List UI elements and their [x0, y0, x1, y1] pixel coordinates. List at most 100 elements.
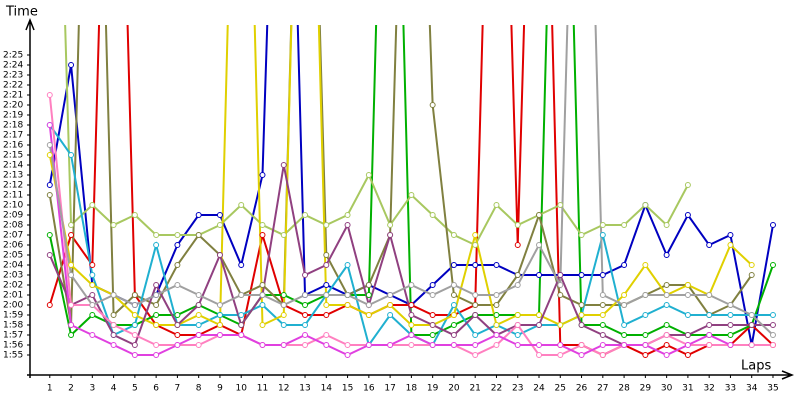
- x-tick-label: 4: [111, 384, 117, 394]
- data-point: [429, 292, 436, 298]
- data-point: [684, 332, 691, 338]
- x-tick-label: 31: [682, 384, 693, 394]
- data-point: [323, 342, 330, 348]
- data-point: [259, 322, 266, 328]
- data-point: [46, 192, 53, 198]
- data-point: [280, 232, 287, 238]
- data-point: [727, 312, 734, 318]
- data-point: [621, 342, 628, 348]
- y-tick-label: 2:21: [3, 91, 23, 101]
- data-point: [493, 292, 500, 298]
- data-point: [302, 272, 309, 278]
- data-point: [302, 322, 309, 328]
- data-point: [153, 352, 160, 358]
- data-point: [536, 212, 543, 218]
- data-point: [727, 342, 734, 348]
- data-point: [195, 212, 202, 218]
- data-point: [642, 352, 649, 358]
- data-point: [344, 302, 351, 308]
- data-point: [663, 222, 670, 228]
- x-tick-label: 19: [427, 384, 439, 394]
- data-point: [195, 292, 202, 298]
- data-point: [557, 292, 564, 298]
- data-point: [153, 232, 160, 238]
- data-point: [89, 262, 96, 268]
- data-point: [429, 342, 436, 348]
- x-tick-label: 7: [175, 384, 181, 394]
- data-point: [68, 222, 75, 228]
- y-tick-label: 1:58: [3, 321, 23, 331]
- data-point: [429, 322, 436, 328]
- data-point: [578, 322, 585, 328]
- y-tick-label: 2:22: [3, 81, 23, 91]
- data-point: [642, 262, 649, 268]
- y-tick-label: 2:03: [3, 271, 23, 281]
- data-point: [472, 242, 479, 248]
- data-point: [514, 242, 521, 248]
- data-point: [536, 322, 543, 328]
- y-tick-label: 2:07: [3, 231, 23, 241]
- y-tick-label: 2:24: [3, 61, 23, 71]
- data-point: [365, 292, 372, 298]
- data-point: [131, 302, 138, 308]
- data-point: [578, 352, 585, 358]
- data-point: [110, 332, 117, 338]
- y-tick-label: 2:23: [3, 71, 23, 81]
- data-point: [280, 342, 287, 348]
- data-point: [131, 352, 138, 358]
- x-axis: [27, 370, 795, 380]
- data-point: [153, 242, 160, 248]
- y-tick-label: 2:14: [3, 161, 23, 171]
- y-tick-label: 2:10: [3, 201, 23, 211]
- data-point: [89, 312, 96, 318]
- data-point: [110, 292, 117, 298]
- data-point: [578, 302, 585, 308]
- data-point: [578, 232, 585, 238]
- x-tick-label: 17: [384, 384, 395, 394]
- data-point: [344, 342, 351, 348]
- x-tick-label: 16: [363, 384, 375, 394]
- data-point: [131, 212, 138, 218]
- data-point: [387, 302, 394, 308]
- data-point: [663, 252, 670, 258]
- y-tick-label: 2:06: [3, 241, 23, 251]
- data-point: [706, 332, 713, 338]
- data-point: [621, 222, 628, 228]
- data-point: [408, 342, 415, 348]
- data-point: [216, 322, 223, 328]
- data-point: [408, 312, 415, 318]
- data-point: [365, 172, 372, 178]
- data-point: [727, 322, 734, 328]
- data-point: [68, 272, 75, 278]
- data-point: [450, 292, 457, 298]
- data-point: [280, 162, 287, 168]
- data-point: [769, 332, 776, 338]
- data-point: [68, 152, 75, 158]
- data-point: [727, 232, 734, 238]
- data-point: [493, 302, 500, 308]
- data-point: [769, 312, 776, 318]
- data-point: [89, 332, 96, 338]
- x-axis-title: Laps: [741, 359, 771, 374]
- data-point: [323, 262, 330, 268]
- y-tick-label: 2:02: [3, 281, 23, 291]
- data-point: [769, 222, 776, 228]
- data-point: [259, 222, 266, 228]
- data-point: [68, 322, 75, 328]
- data-point: [195, 342, 202, 348]
- series-line: [48, 25, 753, 327]
- data-point: [769, 342, 776, 348]
- x-tick-label: 30: [661, 384, 673, 394]
- data-point: [578, 272, 585, 278]
- data-point: [450, 302, 457, 308]
- x-tick-label: 9: [217, 384, 223, 394]
- data-point: [493, 312, 500, 318]
- data-point: [557, 322, 564, 328]
- x-tick-label: 34: [746, 384, 758, 394]
- y-tick-label: 2:08: [3, 221, 23, 231]
- data-point: [663, 292, 670, 298]
- data-point: [684, 352, 691, 358]
- data-point: [174, 282, 181, 288]
- data-point: [642, 332, 649, 338]
